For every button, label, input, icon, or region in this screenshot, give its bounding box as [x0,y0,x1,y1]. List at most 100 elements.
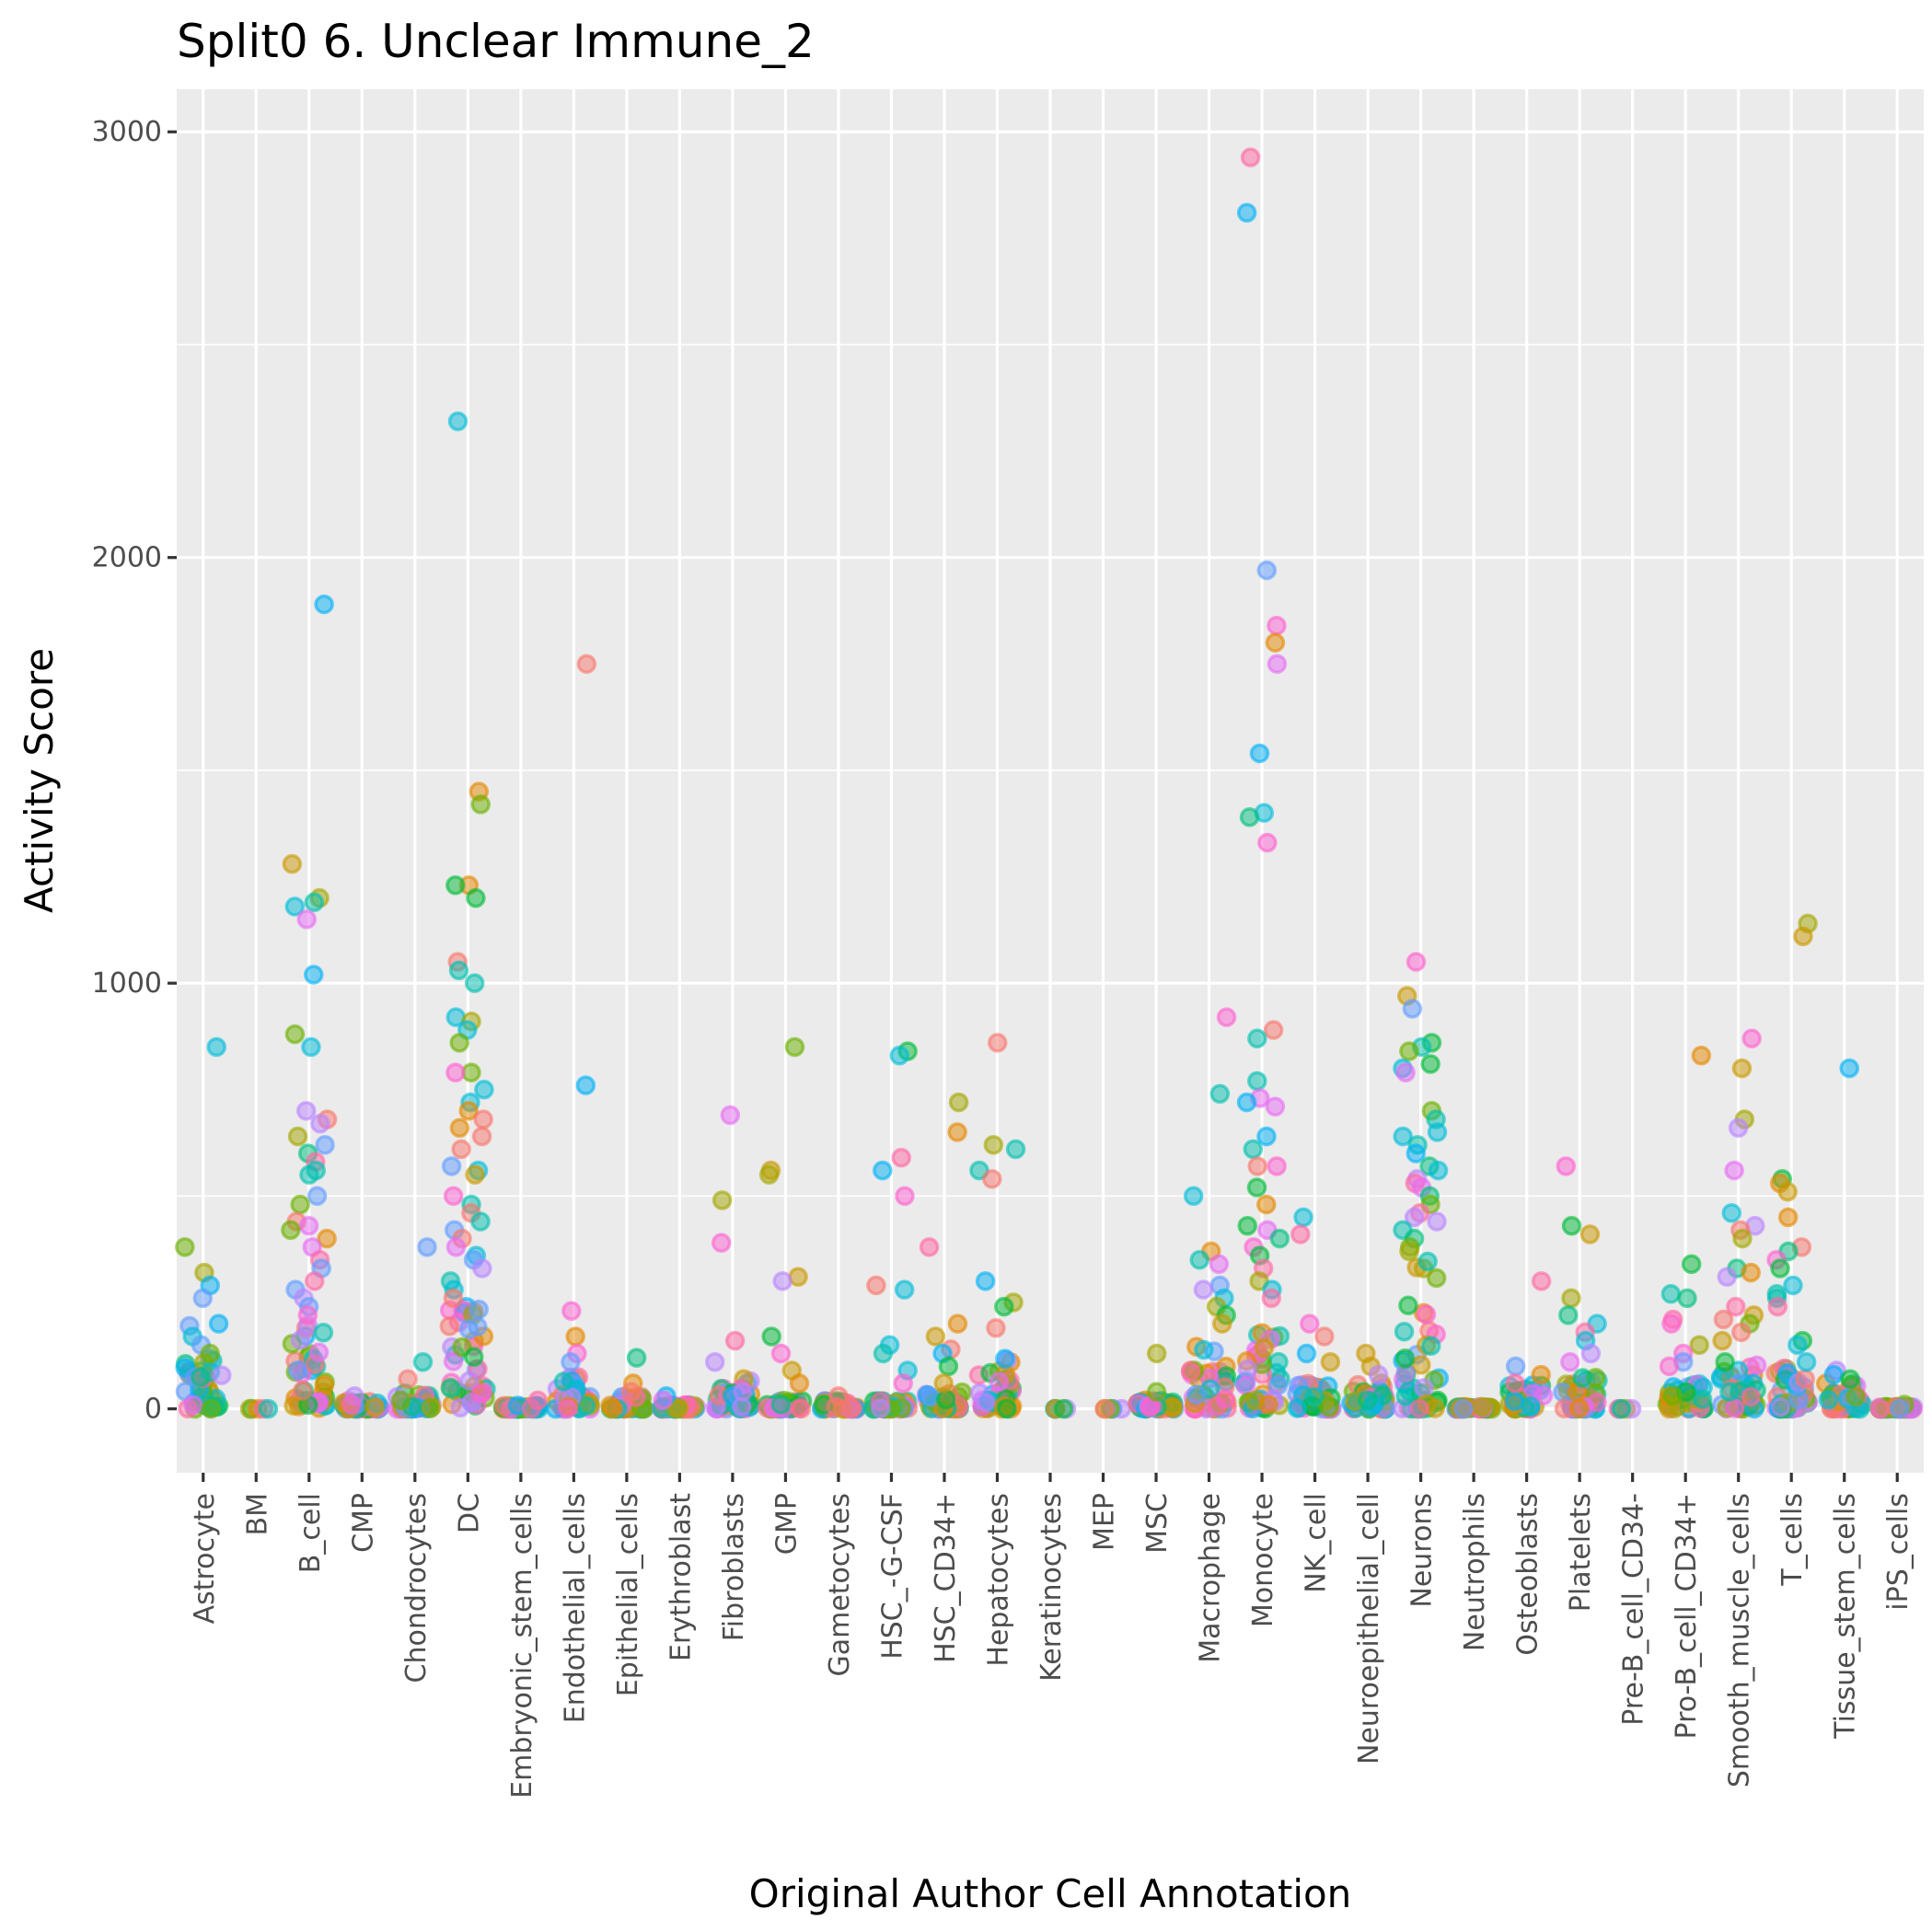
data-point [297,1305,318,1325]
chart-title: Split0 6. Unclear Immune_2 [177,15,815,68]
data-point [1730,1322,1752,1343]
data-point [1728,1117,1749,1139]
data-point [200,1343,220,1364]
data-point [417,1237,437,1257]
data-point [1216,1007,1237,1027]
data-point [443,1351,464,1371]
data-point [561,1352,581,1372]
data-point [315,1135,335,1155]
x-tick-label: Macrophage [1195,1493,1227,1663]
data-point [1399,1241,1419,1262]
data-point [1146,1343,1167,1364]
data-point [1741,1028,1762,1049]
data-point [1732,1228,1753,1249]
data-point [1840,1369,1860,1390]
data-point [1194,1339,1214,1360]
x-tick-label: Gametocytes [824,1493,856,1677]
data-point [1568,1398,1590,1418]
x-tick-label: MEP [1089,1493,1121,1551]
y-tick-label: 1000 [92,967,162,1000]
x-tick-label: DC [453,1493,485,1533]
data-point [925,1326,946,1347]
data-point [770,1394,791,1415]
x-tick-label: Neuroepithelial_cell [1353,1493,1385,1764]
x-tick-label: MSC [1141,1493,1174,1554]
data-point [1212,1313,1232,1334]
data-point [458,1101,479,1121]
data-point [1726,1296,1746,1317]
data-point [310,1114,330,1134]
data-point [576,654,597,675]
data-point [470,1383,491,1404]
x-tick-label: Erythroblast [665,1493,697,1661]
data-point [464,973,485,993]
data-point [1235,1375,1255,1396]
data-point [1265,1096,1286,1117]
data-point [1402,999,1423,1019]
data-point [866,1275,886,1296]
data-point [770,1343,792,1364]
data-point [1258,1394,1278,1415]
data-point [1691,1046,1712,1066]
data-point [891,1398,912,1418]
data-point [465,1164,485,1186]
data-point [711,1232,732,1254]
x-tick-label: Endothelial_cells [559,1493,591,1723]
data-point [471,1126,492,1147]
data-point [295,1101,317,1121]
data-point [461,1062,481,1083]
data-point [1677,1288,1697,1309]
data-point [1746,1355,1767,1376]
data-point [983,1135,1004,1155]
data-point [448,960,469,981]
data-point [975,1271,996,1291]
x-tick-label: Fibroblasts [718,1493,750,1641]
data-point [1268,1351,1289,1372]
data-point [287,1360,308,1381]
data-point [470,1211,491,1232]
data-point [304,892,325,913]
data-point [290,1329,311,1350]
x-tick-label: Pro-B_cell_CD34+ [1671,1493,1703,1739]
data-point [1240,147,1261,168]
data-point [982,1169,1002,1189]
data-point [1561,1216,1582,1236]
data-point [1296,1343,1317,1364]
data-point [1741,1386,1761,1407]
data-point [1531,1364,1551,1385]
data-point [1180,1361,1201,1382]
y-axis-title: Activity Score [17,648,62,913]
data-point [720,1105,741,1126]
data-point [212,1365,232,1385]
data-point [1770,1397,1791,1417]
x-tick-label: Osteoblasts [1512,1493,1544,1656]
data-point [1357,1390,1378,1411]
x-tick-label: Smooth_muscle_cells [1724,1493,1756,1787]
data-point [1256,1126,1277,1147]
data-point [947,1313,968,1334]
data-point [920,1387,941,1407]
data-point [441,1156,462,1176]
data-point [989,1371,1010,1392]
data-point [1719,1382,1740,1402]
data-point [1140,1397,1160,1418]
data-point [704,1352,725,1372]
data-point [201,1398,221,1419]
data-point [439,1316,460,1336]
data-point [668,1397,689,1418]
data-point [758,1164,780,1186]
data-point [472,1258,492,1278]
data-point [557,1398,578,1419]
y-tick-label: 0 [145,1394,162,1426]
data-point [459,1371,480,1391]
data-point [313,1323,334,1343]
data-point [474,1080,494,1100]
data-point [894,1279,915,1300]
data-point [1237,1216,1258,1236]
data-point [873,1343,894,1364]
data-point [1256,1194,1277,1215]
data-point [305,1271,325,1291]
data-point [895,1186,915,1207]
data-point [421,1397,442,1418]
